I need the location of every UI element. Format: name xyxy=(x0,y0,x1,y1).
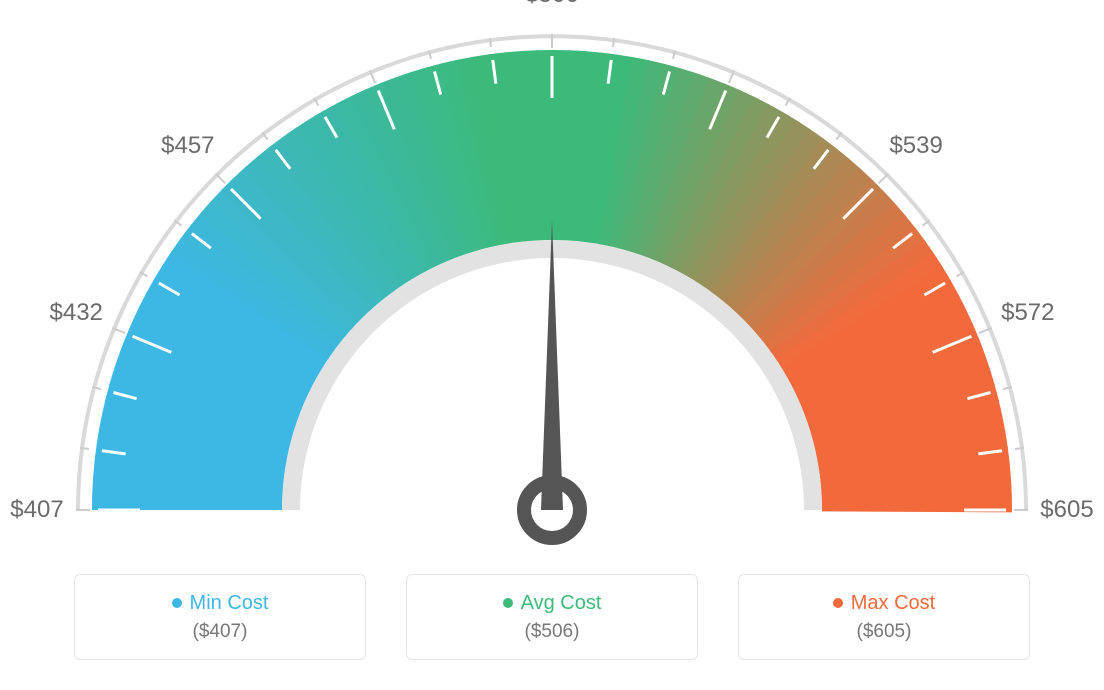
gauge-chart: $407 $432 $457 $506 $539 $572 $605 xyxy=(0,0,1104,560)
tick-label: $539 xyxy=(889,132,942,160)
tick-label: $432 xyxy=(49,299,102,327)
tick-label: $572 xyxy=(1001,299,1054,327)
legend-label-min: Min Cost xyxy=(190,592,269,615)
tick-label: $457 xyxy=(161,132,214,160)
legend-card-max: Max Cost ($605) xyxy=(738,574,1030,660)
tick-label: $506 xyxy=(525,0,578,9)
legend-value-max: ($605) xyxy=(857,621,912,643)
legend-card-avg: Avg Cost ($506) xyxy=(406,574,698,660)
legend-dot-min xyxy=(172,598,182,608)
legend-label-avg: Avg Cost xyxy=(521,592,602,615)
legend-dot-avg xyxy=(503,598,513,608)
legend-title-max: Max Cost xyxy=(833,592,935,615)
legend-dot-max xyxy=(833,598,843,608)
legend-value-avg: ($506) xyxy=(525,621,580,643)
gauge-svg xyxy=(0,0,1104,560)
legend-title-min: Min Cost xyxy=(172,592,269,615)
tick-label: $407 xyxy=(10,496,63,524)
legend-value-min: ($407) xyxy=(193,621,248,643)
legend-card-min: Min Cost ($407) xyxy=(74,574,366,660)
legend-label-max: Max Cost xyxy=(851,592,935,615)
tick-label: $605 xyxy=(1040,496,1093,524)
legend-row: Min Cost ($407) Avg Cost ($506) Max Cost… xyxy=(0,574,1104,660)
legend-title-avg: Avg Cost xyxy=(503,592,602,615)
